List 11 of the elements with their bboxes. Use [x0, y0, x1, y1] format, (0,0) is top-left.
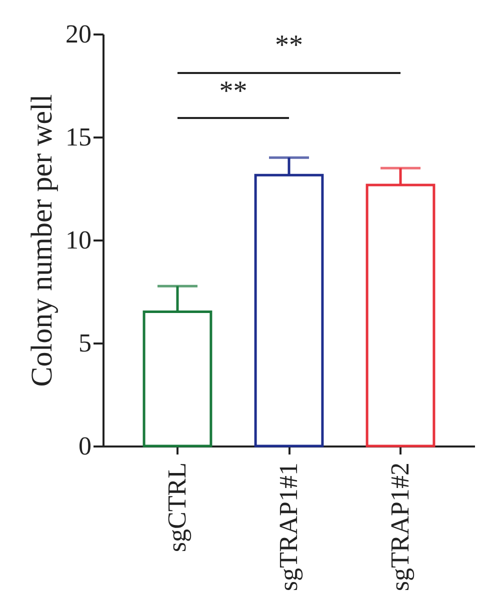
y-tick-label: 15: [66, 122, 92, 152]
y-tick-label: 0: [78, 432, 92, 460]
x-tick-label: sgTRAP1#2: [386, 462, 415, 592]
y-tick-label: 5: [78, 328, 92, 358]
annotation: **: [275, 30, 303, 61]
y-tick-label: 10: [66, 226, 92, 254]
y-tick-label: 20: [66, 20, 92, 48]
x-tick-label: sgTRAP1#1: [274, 462, 303, 592]
y-axis-title: Colony number per well: [26, 94, 58, 387]
x-tick-label: sgCTRL: [162, 462, 192, 552]
annotation: **: [219, 76, 248, 107]
